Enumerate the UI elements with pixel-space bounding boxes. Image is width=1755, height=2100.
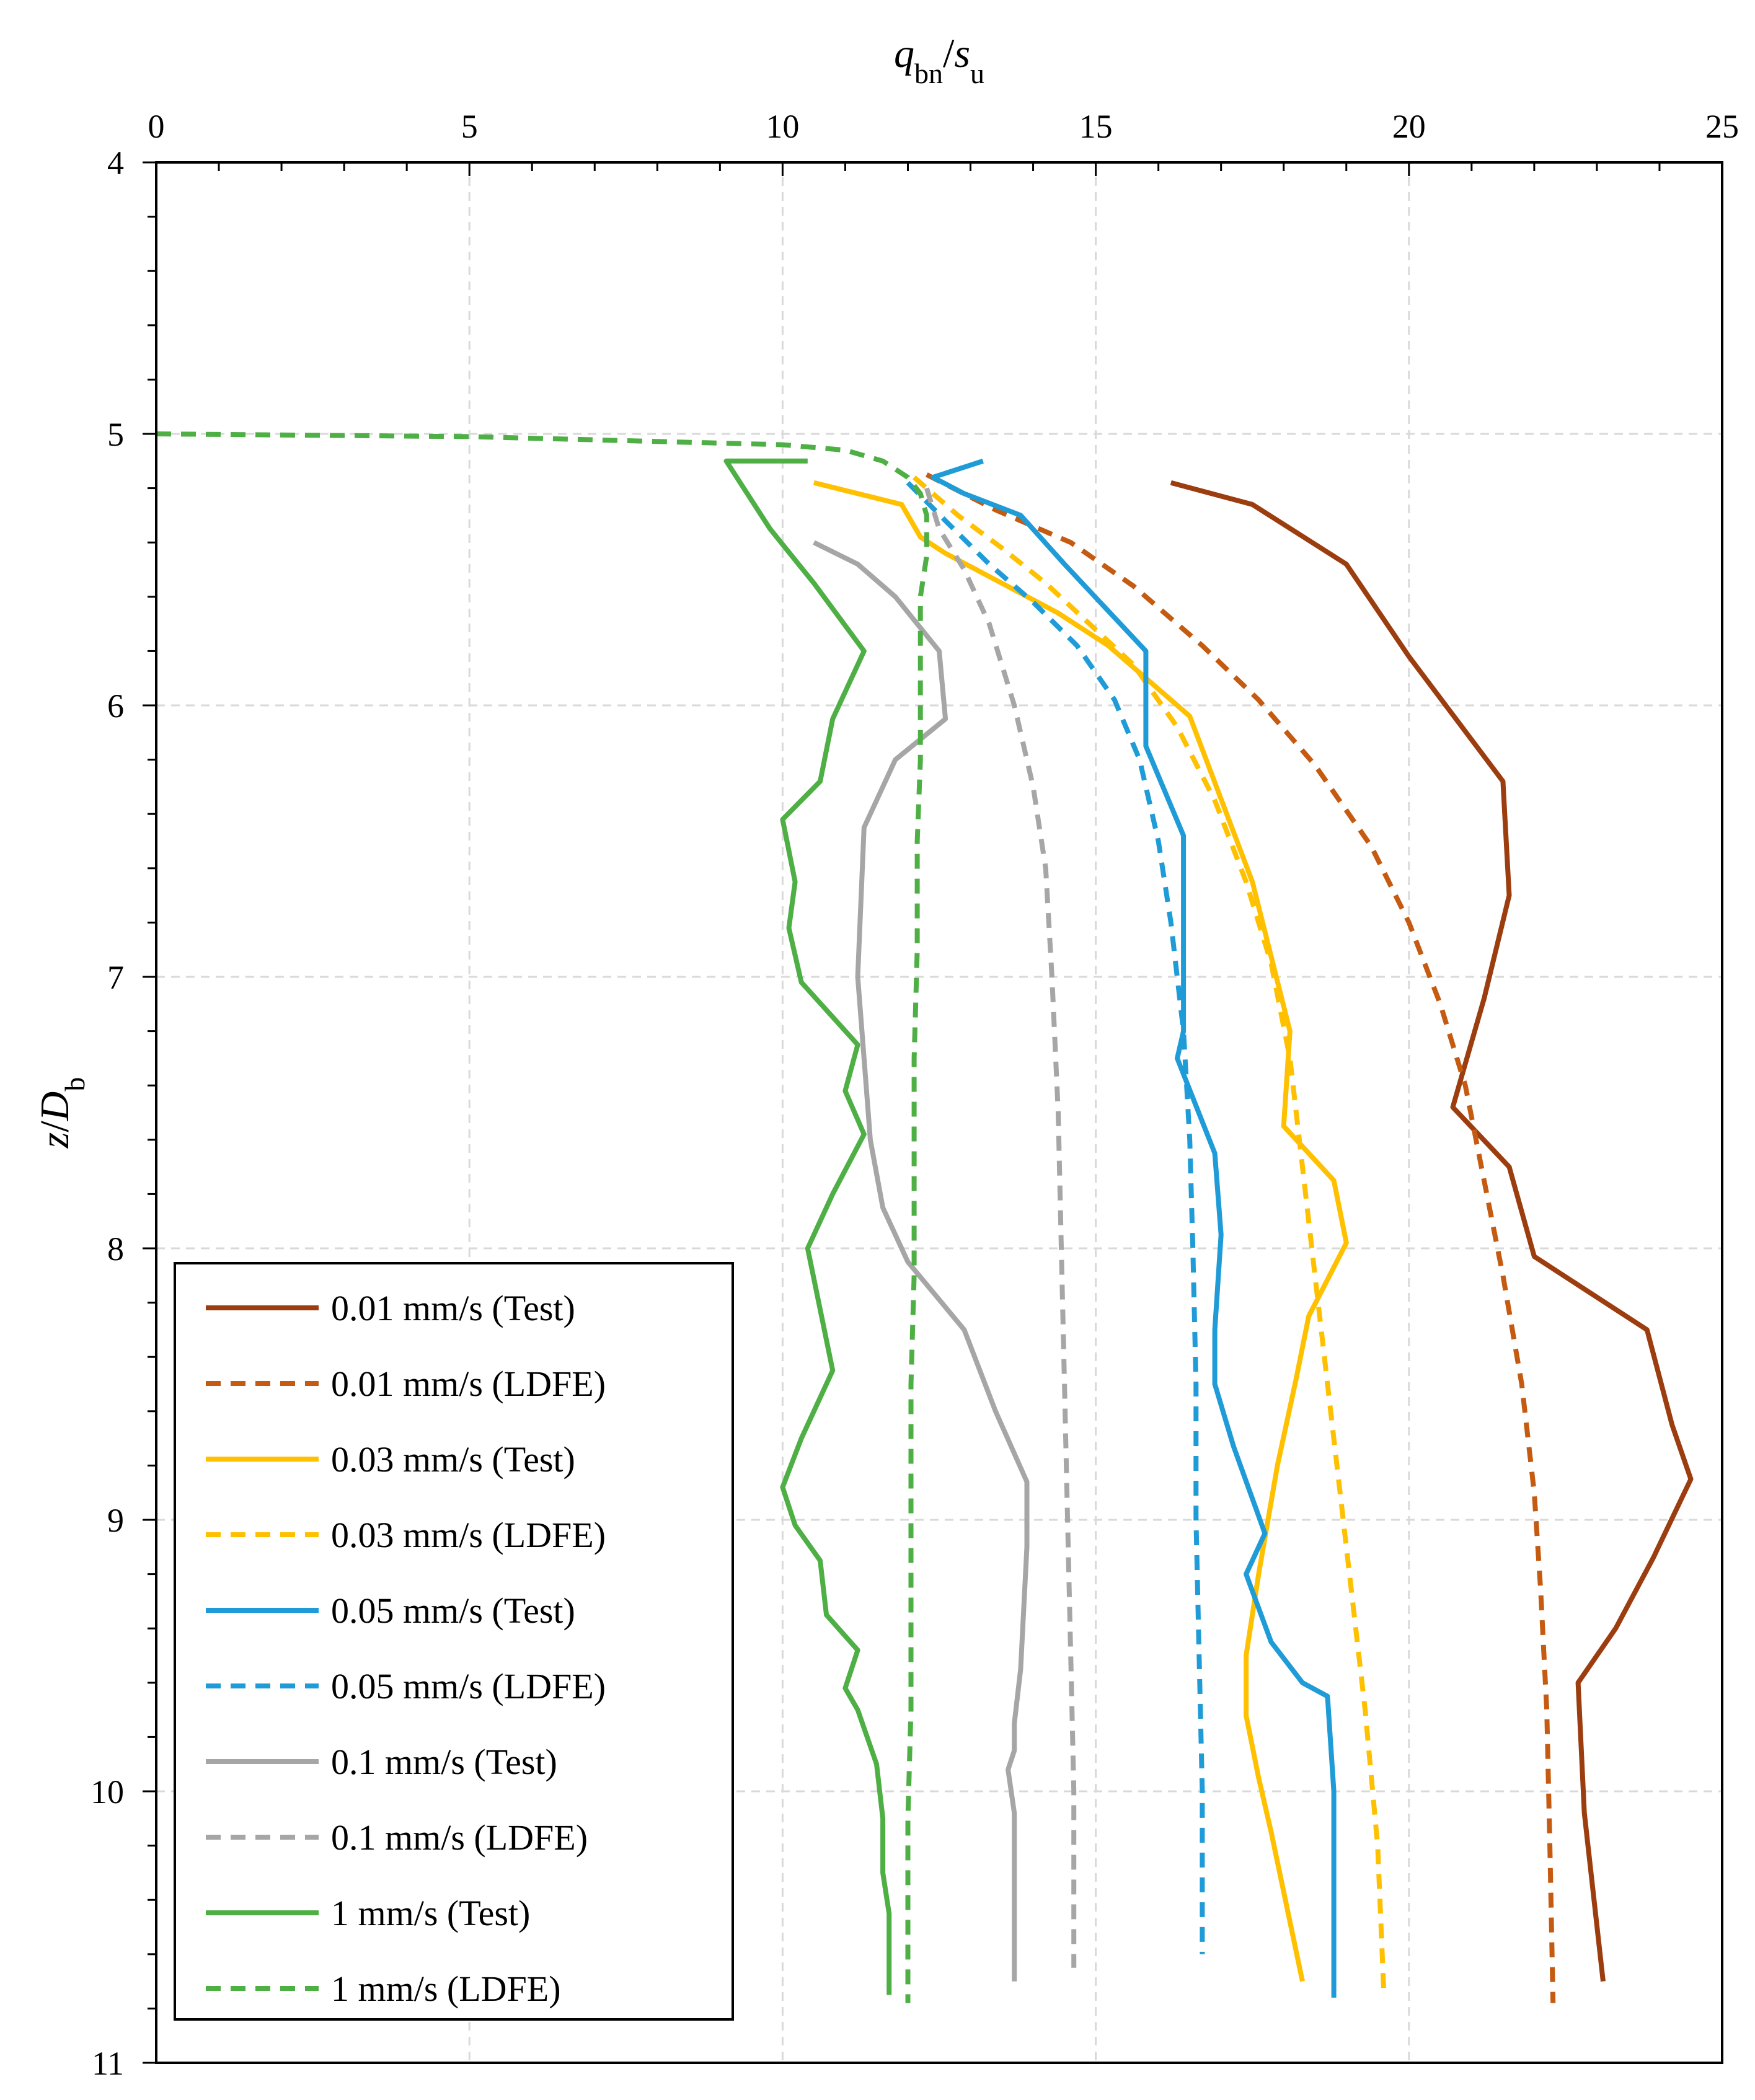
legend-item: 0.1 mm/s (Test) <box>206 1742 557 1782</box>
x-tick-label: 15 <box>1079 108 1113 145</box>
x-tick-label: 5 <box>461 108 478 145</box>
series-line <box>813 540 1030 1982</box>
x-tick-label: 20 <box>1392 108 1426 145</box>
series-line <box>813 480 1349 1982</box>
axis-ticks: 0 5 10 15 20 25 4 5 6 7 8 9 10 11 <box>91 108 1739 2082</box>
legend-label: 1 mm/s (Test) <box>331 1893 530 1933</box>
x-tick-label: 0 <box>148 108 165 145</box>
legend-item: 0.01 mm/s (LDFE) <box>206 1364 606 1404</box>
y-tick-label: 11 <box>92 2045 124 2082</box>
legend-item: 0.05 mm/s (Test) <box>206 1590 575 1631</box>
y-tick-label: 6 <box>107 687 124 725</box>
y-tick-label: 9 <box>107 1502 124 1539</box>
legend-label: 0.01 mm/s (Test) <box>331 1288 575 1328</box>
y-tick-label: 10 <box>91 1773 124 1811</box>
series-line <box>924 487 1077 1968</box>
legend-item: 1 mm/s (LDFE) <box>206 1969 561 2009</box>
legend-item: 0.03 mm/s (LDFE) <box>206 1515 606 1555</box>
x-tick-label: 25 <box>1705 108 1739 145</box>
series-line <box>1170 480 1694 1982</box>
legend-label: 0.05 mm/s (Test) <box>331 1590 575 1631</box>
series-line <box>156 431 929 2003</box>
series-line <box>723 458 892 1995</box>
legend-label: 0.03 mm/s (LDFE) <box>331 1515 606 1555</box>
x-axis-title: qbn/su <box>894 31 984 89</box>
legend-item: 0.03 mm/s (Test) <box>206 1439 575 1480</box>
legend-label: 0.1 mm/s (Test) <box>331 1742 557 1782</box>
y-tick-label: 8 <box>107 1230 124 1268</box>
legend-item: 0.01 mm/s (Test) <box>206 1288 575 1328</box>
series-line <box>930 458 1337 1998</box>
legend-item: 0.05 mm/s (LDFE) <box>206 1666 606 1706</box>
y-tick-label: 7 <box>107 959 124 996</box>
series-line <box>906 480 1205 1954</box>
legend-item: 1 mm/s (Test) <box>206 1893 530 1933</box>
legend: 0.01 mm/s (Test) 0.01 mm/s (LDFE) 0.03 mm/… <box>174 1262 734 2021</box>
legend-label: 1 mm/s (LDFE) <box>331 1969 561 2009</box>
x-tick-label: 10 <box>766 108 799 145</box>
legend-item: 0.1 mm/s (LDFE) <box>206 1817 588 1858</box>
series-line <box>925 472 1556 2003</box>
legend-box <box>174 1262 734 2021</box>
y-axis-title: z/Db <box>32 1077 91 1149</box>
plot-frame <box>155 161 1723 2064</box>
legend-label: 0.05 mm/s (LDFE) <box>331 1666 606 1706</box>
y-tick-label: 4 <box>107 144 124 182</box>
legend-label: 0.03 mm/s (Test) <box>331 1439 575 1480</box>
y-tick-label: 5 <box>107 416 124 453</box>
series-line <box>912 475 1387 1995</box>
series-group <box>156 431 1694 2003</box>
legend-label: 0.01 mm/s (LDFE) <box>331 1364 606 1404</box>
legend-label: 0.1 mm/s (LDFE) <box>331 1817 588 1858</box>
